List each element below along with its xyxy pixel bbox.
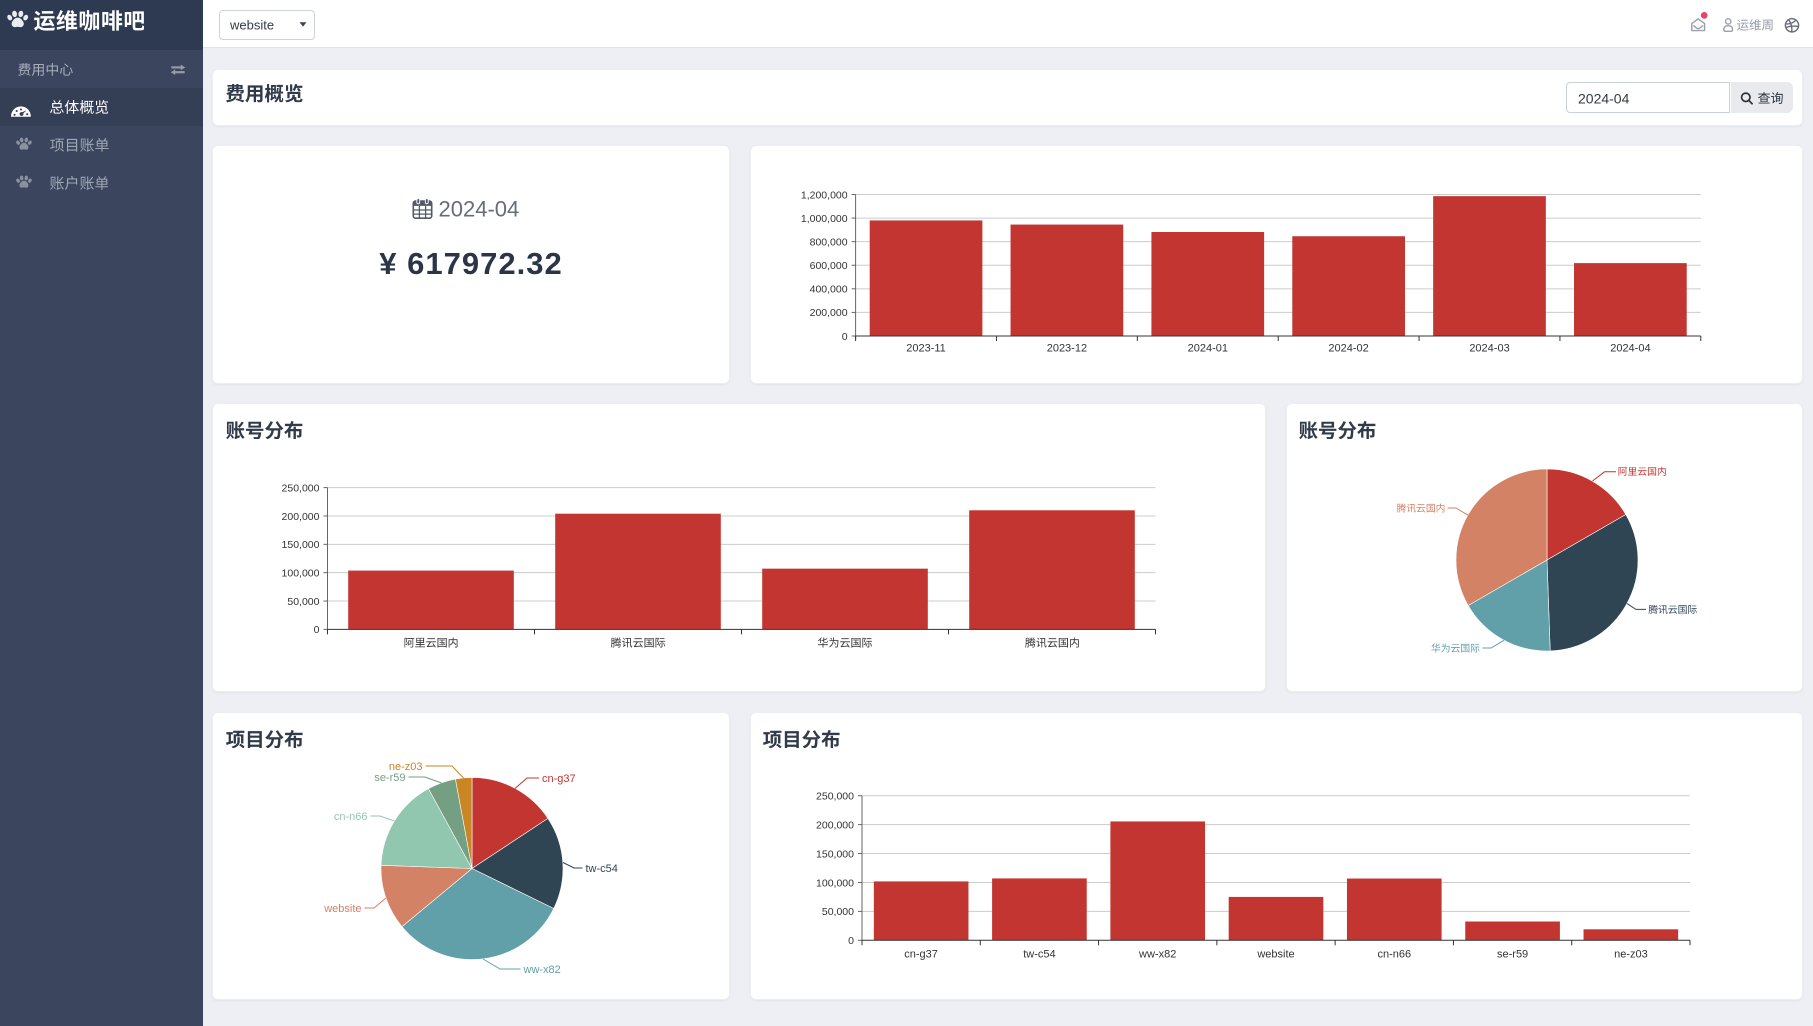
svg-text:2023-11: 2023-11 xyxy=(906,343,946,355)
svg-text:1,000,000: 1,000,000 xyxy=(801,213,848,225)
svg-text:2024-02: 2024-02 xyxy=(1328,343,1368,355)
svg-text:250,000: 250,000 xyxy=(816,791,854,803)
svg-text:600,000: 600,000 xyxy=(810,260,848,272)
svg-text:ww-x82: ww-x82 xyxy=(523,964,561,976)
svg-text:ne-z03: ne-z03 xyxy=(389,761,423,773)
svg-text:2024-01: 2024-01 xyxy=(1188,343,1228,355)
svg-text:1,200,000: 1,200,000 xyxy=(801,189,848,201)
svg-text:cn-g37: cn-g37 xyxy=(542,773,576,785)
svg-text:se-r59: se-r59 xyxy=(1497,949,1528,961)
svg-text:tw-c54: tw-c54 xyxy=(1023,949,1055,961)
svg-text:2024-04: 2024-04 xyxy=(1610,343,1650,355)
svg-text:ne-z03: ne-z03 xyxy=(1614,949,1648,961)
svg-text:website: website xyxy=(229,17,274,32)
svg-text:cn-n66: cn-n66 xyxy=(1377,949,1411,961)
svg-text:100,000: 100,000 xyxy=(282,567,320,579)
svg-text:se-r59: se-r59 xyxy=(374,772,405,784)
svg-text:cn-g37: cn-g37 xyxy=(904,949,938,961)
svg-text:¥ 617972.32: ¥ 617972.32 xyxy=(379,246,562,281)
svg-text:2024-04: 2024-04 xyxy=(439,197,520,222)
svg-text:200,000: 200,000 xyxy=(816,819,854,831)
svg-text:0: 0 xyxy=(842,331,848,343)
svg-text:website: website xyxy=(323,903,361,915)
svg-text:2024-03: 2024-03 xyxy=(1469,343,1509,355)
svg-text:2023-12: 2023-12 xyxy=(1047,343,1087,355)
svg-text:ww-x82: ww-x82 xyxy=(1138,949,1176,961)
svg-text:2024-04: 2024-04 xyxy=(1578,90,1630,106)
svg-text:800,000: 800,000 xyxy=(810,236,848,248)
svg-text:100,000: 100,000 xyxy=(816,877,854,889)
svg-text:cn-n66: cn-n66 xyxy=(334,811,368,823)
svg-text:0: 0 xyxy=(848,935,854,947)
svg-text:200,000: 200,000 xyxy=(810,307,848,319)
svg-text:200,000: 200,000 xyxy=(282,511,320,523)
svg-text:tw-c54: tw-c54 xyxy=(586,863,618,875)
svg-text:50,000: 50,000 xyxy=(822,906,854,918)
svg-text:250,000: 250,000 xyxy=(282,482,320,494)
svg-text:150,000: 150,000 xyxy=(816,848,854,860)
svg-text:400,000: 400,000 xyxy=(810,284,848,296)
svg-text:150,000: 150,000 xyxy=(282,539,320,551)
svg-text:50,000: 50,000 xyxy=(287,596,319,608)
svg-text:0: 0 xyxy=(314,624,320,636)
svg-text:website: website xyxy=(1256,949,1294,961)
